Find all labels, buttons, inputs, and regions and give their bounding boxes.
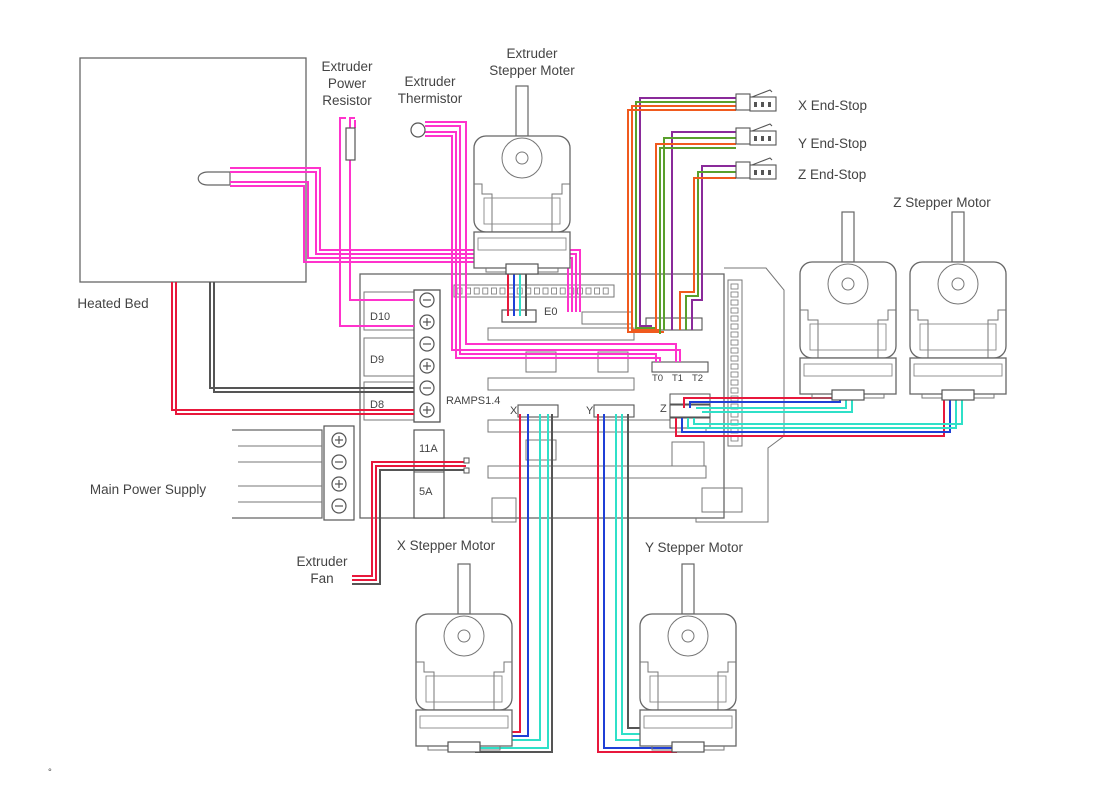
thermistor-wire-2 xyxy=(425,131,661,362)
x-endstop-orange xyxy=(631,105,736,331)
z2-motor-red xyxy=(675,392,945,437)
fuse-11a-label: 11A xyxy=(419,443,438,455)
x-stepper-motor-label: X Stepper Motor xyxy=(397,538,496,553)
z-endstop-label: Z End-Stop xyxy=(798,167,866,182)
main-power-supply-label: Main Power Supply xyxy=(90,482,207,497)
d8-label: D8 xyxy=(370,399,384,411)
y-endstop-green-2 xyxy=(659,147,736,334)
x-endstop-purple xyxy=(639,97,736,327)
x-endstop-switch xyxy=(735,89,777,112)
thermistor-wire-1 xyxy=(425,125,657,362)
y-endstop-switch xyxy=(735,123,777,146)
fan-wire-red xyxy=(352,461,466,577)
extruder-stepper-motor xyxy=(473,85,571,275)
thermistor-wire-4 xyxy=(425,135,681,362)
z2-motor-cyan-2 xyxy=(693,392,963,425)
x-endstop-green xyxy=(635,101,736,329)
bed-heater-wire-2 xyxy=(230,171,577,312)
bed-heater-wire-4 xyxy=(230,185,569,312)
t2-label: T2 xyxy=(692,373,703,384)
extruder-fan-label-2: Fan xyxy=(310,571,333,586)
y-endstop-purple xyxy=(671,131,736,330)
resistor-wire-2 xyxy=(349,117,414,301)
z-endstop-switch xyxy=(735,157,777,180)
y-endstop-green xyxy=(663,137,736,330)
y-stepper-motor xyxy=(639,563,737,753)
x-axis-label: X xyxy=(510,405,518,417)
x-endstop-label: X End-Stop xyxy=(798,98,867,113)
z-endstop-purple xyxy=(691,165,736,330)
extruder-stepper-motor-label-1: Extruder xyxy=(506,46,558,61)
bed-heater-wire-3 xyxy=(230,181,573,312)
bed-power-red-2 xyxy=(171,282,414,411)
y-endstop-orange xyxy=(655,143,736,332)
y-endstop-label: Y End-Stop xyxy=(798,136,867,151)
y-axis-label: Y xyxy=(586,405,594,417)
heated-bed xyxy=(79,57,307,283)
extruder-thermistor-label-2: Thermistor xyxy=(398,91,463,106)
heated-bed-label: Heated Bed xyxy=(77,296,148,311)
footnote-mark: ° xyxy=(48,767,52,778)
z-stepper-motor-1 xyxy=(799,211,897,401)
extruder-fan-label-1: Extruder xyxy=(296,554,348,569)
extruder-power-resistor-label-3: Resistor xyxy=(322,93,372,108)
y-stepper-motor-label: Y Stepper Motor xyxy=(645,540,744,555)
extruder-thermistor-label-1: Extruder xyxy=(404,74,456,89)
bed-ground-1 xyxy=(213,282,414,393)
x-endstop-orange-2 xyxy=(627,109,736,333)
z2-motor-cyan xyxy=(687,392,957,429)
d9-label: D9 xyxy=(370,354,384,366)
z-stepper-motor-2 xyxy=(909,211,1007,401)
main-power-supply-connector xyxy=(232,425,355,521)
z-stepper-motor-label: Z Stepper Motor xyxy=(893,195,991,210)
z-axis-label: Z xyxy=(660,403,667,415)
extruder-thermistor xyxy=(410,122,426,138)
x-stepper-motor xyxy=(415,563,513,753)
bed-power-red-1 xyxy=(175,282,414,415)
t0-label: T0 xyxy=(652,373,663,384)
z-endstop-orange xyxy=(679,177,736,330)
z2-motor-blue xyxy=(681,392,951,433)
board-name-label: RAMPS1.4 xyxy=(446,395,500,407)
extruder-power-resistor xyxy=(345,127,356,161)
resistor-wire-1 xyxy=(339,117,414,327)
fan-wire-black xyxy=(352,469,466,585)
extruder-power-resistor-label-1: Extruder xyxy=(321,59,373,74)
t1-label: T1 xyxy=(672,373,683,384)
fuse-5a-label: 5A xyxy=(419,486,433,498)
header-pins-column xyxy=(730,283,739,442)
bed-ground-2 xyxy=(209,282,414,389)
extruder-power-resistor-label-2: Power xyxy=(328,76,367,91)
fan-wire-red-2 xyxy=(352,465,466,581)
z-endstop-green xyxy=(685,171,736,330)
e0-label: E0 xyxy=(544,306,557,318)
d10-label: D10 xyxy=(370,311,390,323)
bed-heater-wire-1 xyxy=(230,167,581,312)
extruder-stepper-motor-label-2: Stepper Moter xyxy=(489,63,575,78)
